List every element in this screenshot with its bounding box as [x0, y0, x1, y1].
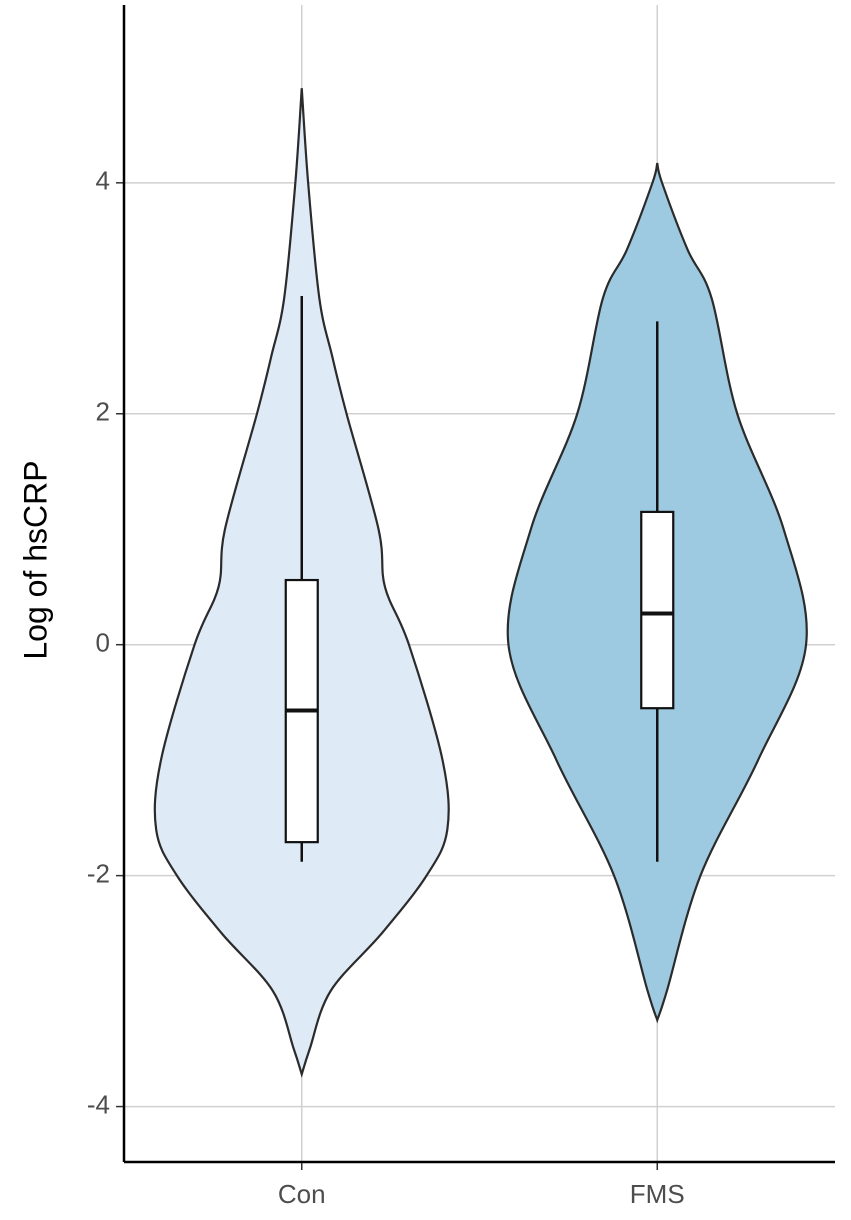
y-tick-label: -2	[87, 859, 110, 889]
x-tick-label: Con	[278, 1179, 326, 1209]
y-axis-label: Log of hsCRP	[17, 460, 53, 659]
y-tick-label: 4	[96, 166, 110, 196]
y-tick-label: -4	[87, 1089, 110, 1119]
y-tick-label: 0	[96, 628, 110, 658]
y-tick-label: 2	[96, 397, 110, 427]
box	[640, 510, 675, 710]
x-tick-label: FMS	[630, 1179, 685, 1209]
